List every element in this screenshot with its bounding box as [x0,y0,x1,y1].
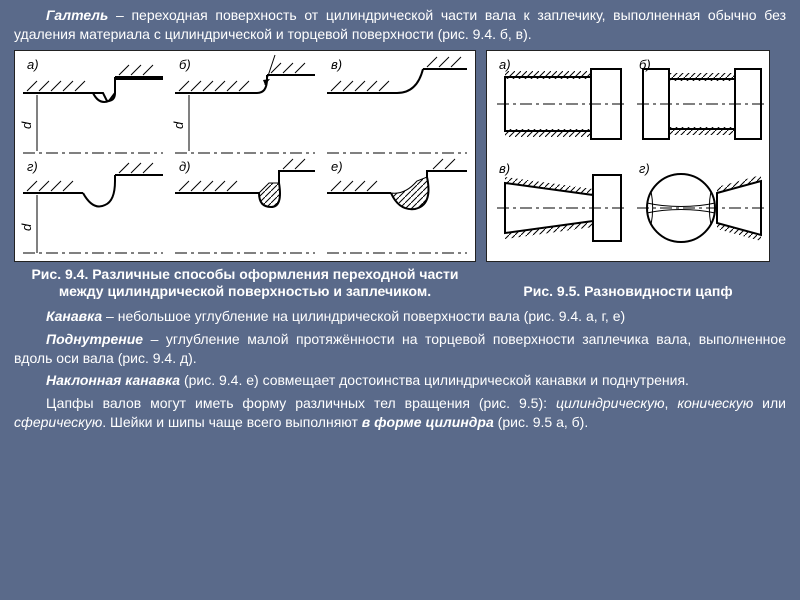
svg-text:d: d [19,121,34,129]
fig94-label-v: в) [331,57,342,72]
paragraph-galtel: Галтель – переходная поверхность от цили… [0,4,800,46]
fig95-label-v: в) [499,161,510,176]
paragraph-naklonnaya: Наклонная канавка (рис. 9.4. е) совмещае… [0,369,800,392]
paragraph-podnutrenie: Поднутрение – углубление малой протяжённ… [0,328,800,370]
caption-fig-9-4: Рис. 9.4. Различные способы оформления п… [14,264,476,303]
svg-text:d: d [171,121,186,129]
figures-row: а) d [0,46,800,264]
fig94-label-b: б) [179,57,191,72]
term-podnutrenie: Поднутрение [46,331,143,347]
caption-fig-9-5: Рис. 9.5. Разновидности цапф [486,281,770,303]
fig94-label-g: г) [27,159,38,174]
term-naklonnaya: Наклонная канавка [46,372,180,388]
fig94-label-a: а) [27,57,39,72]
figure-9-4: а) d [14,50,476,262]
fig95-label-g: г) [639,161,650,176]
svg-text:d: d [19,223,34,231]
fig94-label-e: е) [331,159,343,174]
paragraph-kanavka: Канавка – небольшое углубление на цилинд… [0,305,800,328]
fig95-label-a: а) [499,57,511,72]
fig94-label-d: д) [179,159,191,174]
term-kanavka: Канавка [46,308,102,324]
figure-9-5: а) б) в) [486,50,770,262]
paragraph-tsapfy: Цапфы валов могут иметь форму различных … [0,392,800,434]
term-galtel: Галтель [46,7,108,23]
captions-row: Рис. 9.4. Различные способы оформления п… [0,264,800,305]
